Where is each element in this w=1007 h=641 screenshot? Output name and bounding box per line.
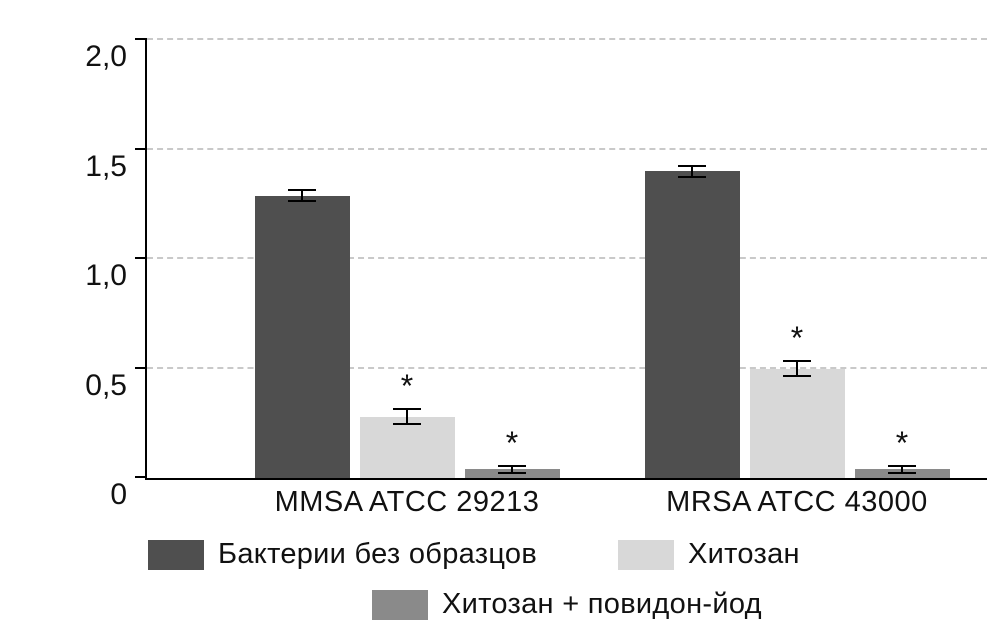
legend-label-bacteria: Бактерии без образцов — [218, 538, 538, 570]
x-category-label: MMSA ATCC 29213 — [274, 486, 540, 518]
y-tick-mark — [135, 147, 147, 150]
legend-item-chitosan-povidone: Хитозан + повидон-йод — [372, 588, 762, 621]
y-tick-mark — [135, 257, 147, 259]
significance-marker: * — [400, 367, 414, 404]
gridline — [147, 366, 987, 369]
bar — [854, 469, 950, 478]
significance-marker: * — [505, 424, 519, 461]
plot-area: 0 0,5 1,0 1,5 2,0 * * MMSA ATCC 29213 * * MRSA ATC… — [85, 38, 987, 518]
legend-item-chitosan: Хитозан — [618, 538, 800, 571]
error-bar — [288, 188, 316, 203]
bar — [644, 171, 740, 478]
y-tick-mark — [135, 366, 147, 369]
significance-marker: * — [790, 319, 804, 356]
significance-marker: * — [895, 424, 909, 461]
y-tick-mark — [135, 38, 147, 40]
legend-item-bacteria: Бактерии без образцов — [148, 538, 537, 571]
bar — [254, 195, 350, 478]
gridline — [147, 147, 987, 150]
error-bar — [678, 164, 706, 178]
bar — [359, 416, 455, 478]
error-bar — [498, 464, 526, 474]
bar — [464, 469, 560, 478]
legend-label-chitosan: Хитозан — [688, 538, 800, 570]
legend-swatch-medium — [372, 589, 428, 620]
gridline — [147, 38, 987, 40]
y-axis-title-text: Оптическая плотность — [0, 126, 4, 440]
error-bar — [783, 359, 811, 378]
error-bar — [888, 464, 916, 474]
legend-swatch-dark — [148, 539, 204, 570]
legend-label-chitosan-povidone: Хитозан + повидон-йод — [442, 588, 762, 620]
error-bar — [393, 407, 421, 426]
gridline — [147, 257, 987, 259]
y-tick-mark — [135, 476, 147, 478]
legend-swatch-light — [618, 539, 674, 570]
x-category-label: MRSA ATCC 43000 — [666, 486, 928, 518]
bar — [749, 368, 845, 478]
